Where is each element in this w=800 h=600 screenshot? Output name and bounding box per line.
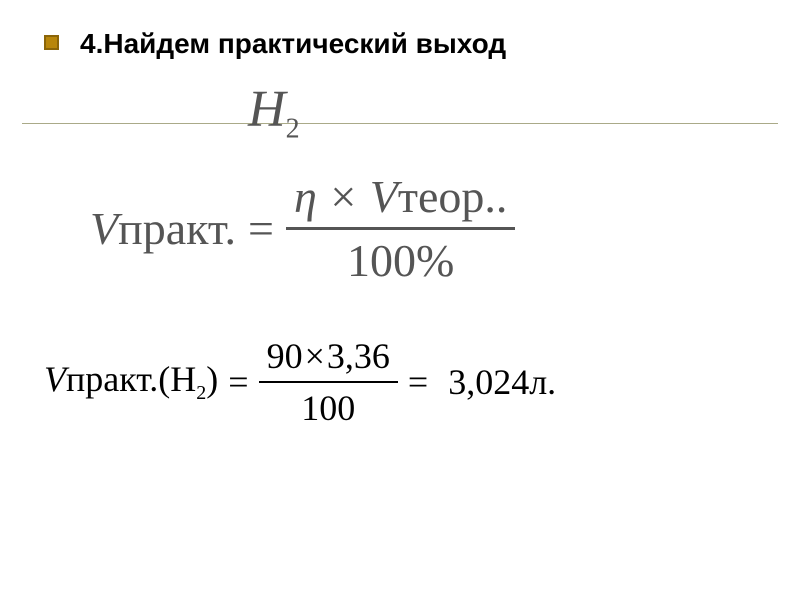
h2-letter: H xyxy=(248,81,286,138)
formula2-num-b: 3,36 xyxy=(327,336,390,376)
formula-vpract-calculation: Vпракт.(H2) = 90×3,36 100 = 3,024л. xyxy=(44,335,556,429)
formula1-denominator: 100% xyxy=(339,230,462,287)
formula1-numerator: η × Vтеор.. xyxy=(286,170,515,227)
formula2-lhs-sub: 2 xyxy=(196,383,206,405)
formula2-numerator: 90×3,36 xyxy=(259,335,398,381)
formula-vpract-definition: Vпракт. = η × Vтеор.. 100% xyxy=(90,170,515,287)
formula2-denominator: 100 xyxy=(293,383,363,429)
formula1-equals: = xyxy=(248,202,274,255)
formula2-lhs: Vпракт.(H2) xyxy=(44,358,218,405)
formula1-lhs-text: практ. xyxy=(118,203,236,254)
formula1-lhs-var: V xyxy=(90,203,118,254)
formula1-eta: η xyxy=(294,171,317,222)
formula1-num-var: V xyxy=(370,171,398,222)
h2-symbol: H2 xyxy=(248,80,300,145)
horizontal-rule xyxy=(22,123,778,124)
formula1-num-text: теор.. xyxy=(398,171,508,222)
formula2-fraction: 90×3,36 100 xyxy=(259,335,398,429)
formula2-lhs-close: ) xyxy=(206,359,218,399)
formula2-times: × xyxy=(303,336,327,376)
formula2-num-a: 90 xyxy=(267,336,303,376)
h2-subscript: 2 xyxy=(286,113,300,144)
bullet-marker xyxy=(44,35,59,50)
formula2-equals2: = xyxy=(408,361,428,403)
formula1-times: × xyxy=(328,171,358,222)
formula2-result: 3,024л. xyxy=(448,361,556,403)
formula1-lhs: Vпракт. xyxy=(90,202,236,255)
formula2-lhs-var: V xyxy=(44,359,66,399)
formula2-equals: = xyxy=(228,361,248,403)
page-title: 4.Найдем практический выход xyxy=(80,28,506,60)
formula1-fraction: η × Vтеор.. 100% xyxy=(286,170,515,287)
formula2-lhs-text: практ.(H xyxy=(66,359,196,399)
